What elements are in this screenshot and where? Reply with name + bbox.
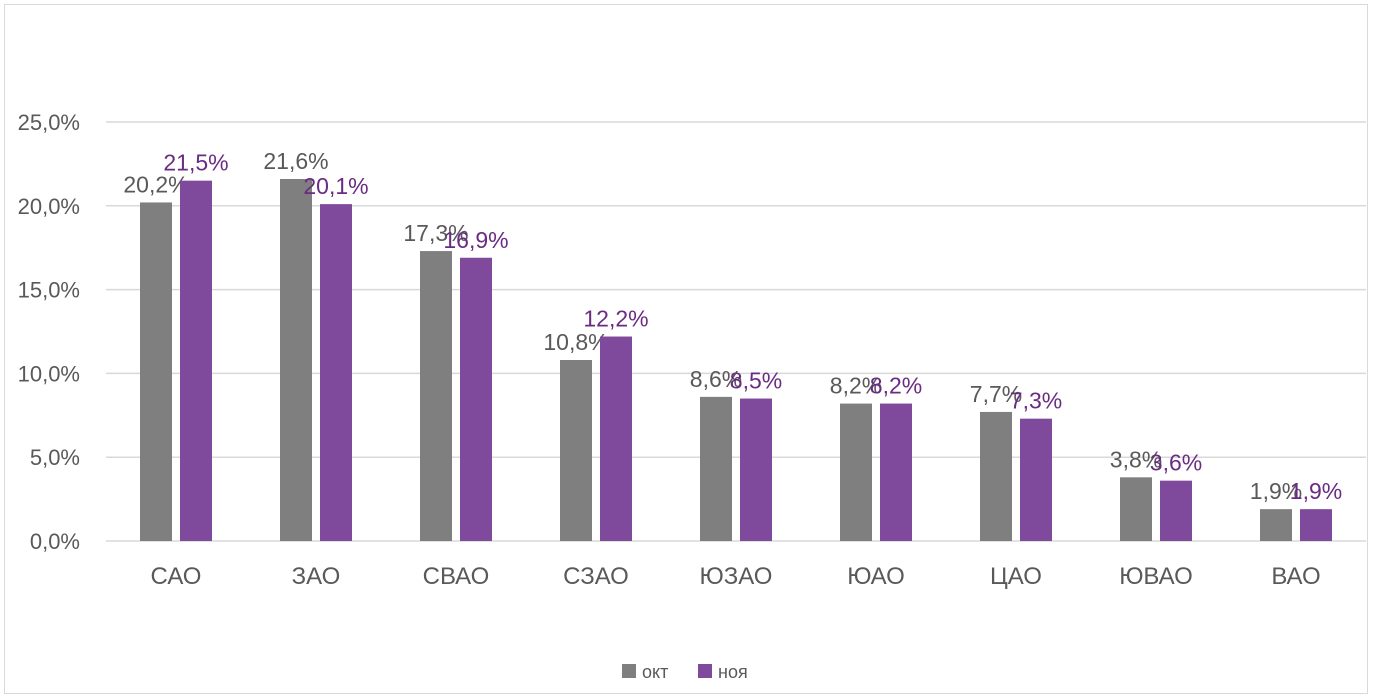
bar-окт-ЮАО [840, 403, 872, 541]
y-tick-label: 25,0% [18, 110, 80, 135]
data-label: 7,3% [1010, 388, 1062, 414]
data-label: 17,3% [403, 220, 468, 246]
bar-окт-СЗАО [560, 359, 592, 541]
legend-swatch-ноя [698, 664, 712, 678]
bar-ноя-ЗАО [320, 204, 352, 541]
data-label: 1,9% [1290, 478, 1342, 504]
bar-окт-ЮВАО [1120, 477, 1152, 541]
bar-окт-ВАО [1260, 509, 1292, 541]
x-tick-label: СЗАО [563, 563, 629, 590]
data-label: 12,2% [583, 306, 648, 332]
data-label: 21,6% [263, 148, 328, 174]
bar-окт-ЦАО [980, 411, 1012, 541]
y-tick-label: 0,0% [30, 529, 80, 554]
data-label: 16,9% [443, 227, 508, 253]
data-label: 1,9% [1250, 478, 1302, 504]
bar-окт-ЮЗАО [700, 396, 732, 541]
bar-ноя-ЦАО [1020, 418, 1052, 541]
legend-swatch-окт [622, 664, 636, 678]
legend-label: окт [642, 662, 668, 682]
x-tick-label: ЗАО [292, 563, 341, 590]
bar-окт-СВАО [420, 251, 452, 541]
chart-frame [4, 4, 1368, 694]
data-label: 8,2% [830, 373, 882, 399]
x-tick-label: ЮВАО [1119, 563, 1193, 590]
bar-ноя-СВАО [460, 257, 492, 541]
legend-label: ноя [718, 662, 748, 682]
x-tick-label: ВАО [1271, 563, 1320, 590]
bar-ноя-ЮАО [880, 403, 912, 541]
y-tick-label: 20,0% [18, 194, 80, 219]
y-tick-label: 5,0% [30, 445, 80, 470]
data-label: 3,8% [1110, 446, 1162, 472]
x-tick-label: ЦАО [990, 563, 1042, 590]
bar-окт-ЗАО [280, 178, 312, 541]
y-tick-label: 10,0% [18, 361, 80, 386]
x-tick-label: СВАО [423, 563, 490, 590]
bar-ноя-САО [180, 180, 212, 541]
bar-ноя-ЮВАО [1160, 480, 1192, 541]
data-label: 21,5% [163, 150, 228, 176]
data-label: 8,5% [730, 368, 782, 394]
bar-ноя-СЗАО [600, 336, 632, 541]
bar-ноя-ЮЗАО [740, 398, 772, 541]
data-label: 7,7% [970, 381, 1022, 407]
data-label: 8,2% [870, 373, 922, 399]
bar-ноя-ВАО [1300, 509, 1332, 541]
x-tick-label: САО [151, 563, 202, 590]
data-label: 10,8% [543, 329, 608, 355]
data-label: 20,2% [123, 171, 188, 197]
bar-окт-САО [140, 202, 172, 541]
x-tick-label: ЮЗАО [700, 563, 773, 590]
data-label: 20,1% [303, 173, 368, 199]
data-label: 8,6% [690, 366, 742, 392]
data-label: 3,6% [1150, 450, 1202, 476]
y-tick-label: 15,0% [18, 278, 80, 303]
x-tick-label: ЮАО [847, 563, 905, 590]
